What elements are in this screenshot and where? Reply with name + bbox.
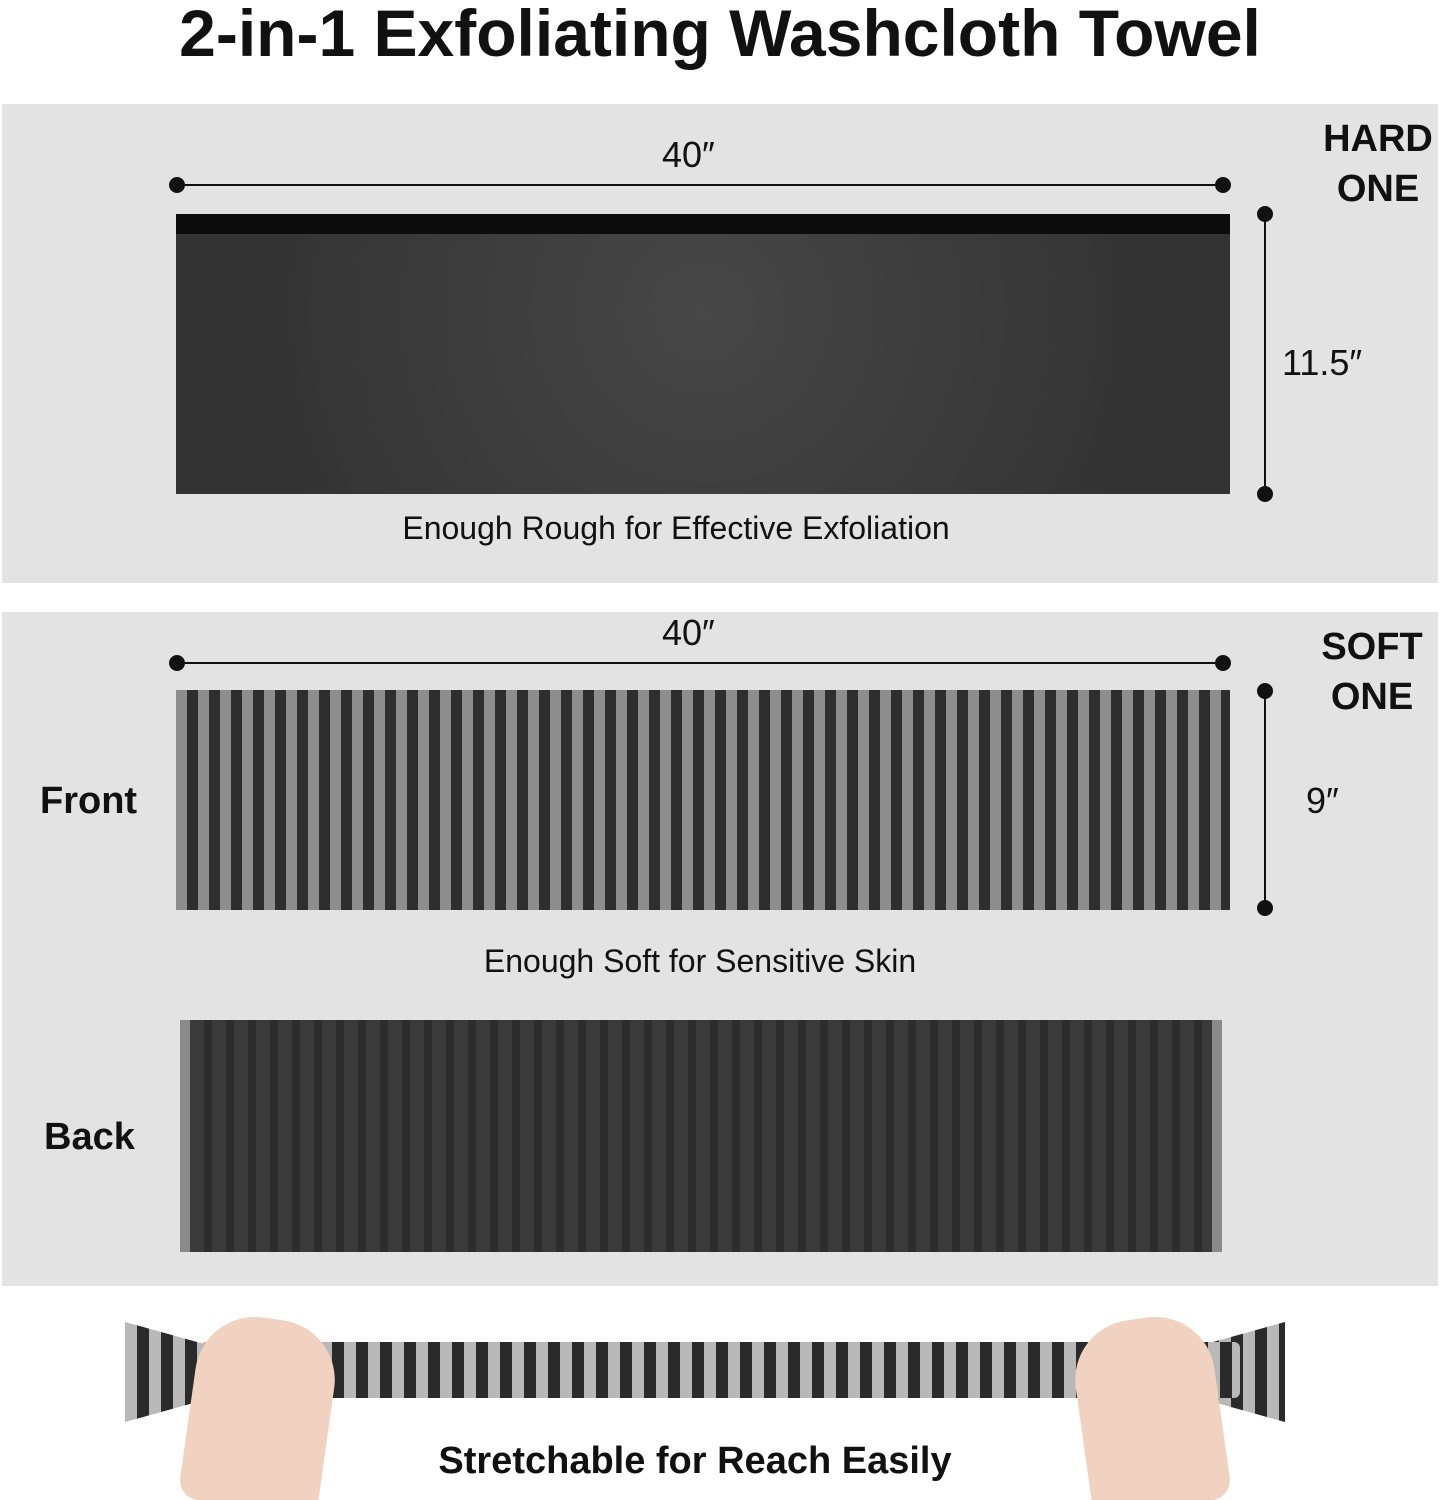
soft-tag-line2: ONE [1330, 676, 1414, 718]
page-title: 2-in-1 Exfoliating Washcloth Towel [179, 0, 1261, 70]
dimension-dot [1257, 683, 1273, 699]
dimension-dot [1257, 206, 1273, 222]
hard-tag-line1: HARD [1323, 118, 1433, 160]
dimension-dot [1257, 900, 1273, 916]
soft-tag: SOFT ONE [1310, 622, 1434, 722]
front-label: Front [40, 780, 138, 822]
hard-tag: HARD ONE [1316, 114, 1440, 214]
soft-width-line [177, 662, 1223, 664]
soft-height-line [1264, 690, 1266, 908]
hard-height-line [1264, 214, 1266, 494]
hard-tag-line2: ONE [1336, 168, 1420, 210]
back-label: Back [44, 1116, 135, 1158]
dimension-dot [1215, 177, 1231, 193]
bottom-caption: Stretchable for Reach Easily [438, 1440, 952, 1482]
hard-caption: Enough Rough for Effective Exfoliation [402, 510, 950, 546]
stretched-towel-image [200, 1342, 1240, 1398]
hard-width-line [177, 184, 1223, 186]
soft-tag-line1: SOFT [1321, 626, 1423, 668]
soft-caption: Enough Soft for Sensitive Skin [483, 943, 917, 979]
right-hand-image [1067, 1309, 1233, 1500]
soft-towel-front-image [176, 690, 1230, 910]
hard-towel-image [176, 214, 1230, 494]
hard-height-label: 11.5″ [1282, 342, 1363, 383]
dimension-dot [1257, 486, 1273, 502]
dimension-dot [1215, 655, 1231, 671]
dimension-dot [169, 655, 185, 671]
soft-towel-back-image [180, 1020, 1222, 1252]
soft-height-label: 9″ [1306, 780, 1339, 821]
hard-width-label: 40″ [662, 134, 715, 175]
soft-width-label: 40″ [662, 612, 715, 653]
dimension-dot [169, 177, 185, 193]
